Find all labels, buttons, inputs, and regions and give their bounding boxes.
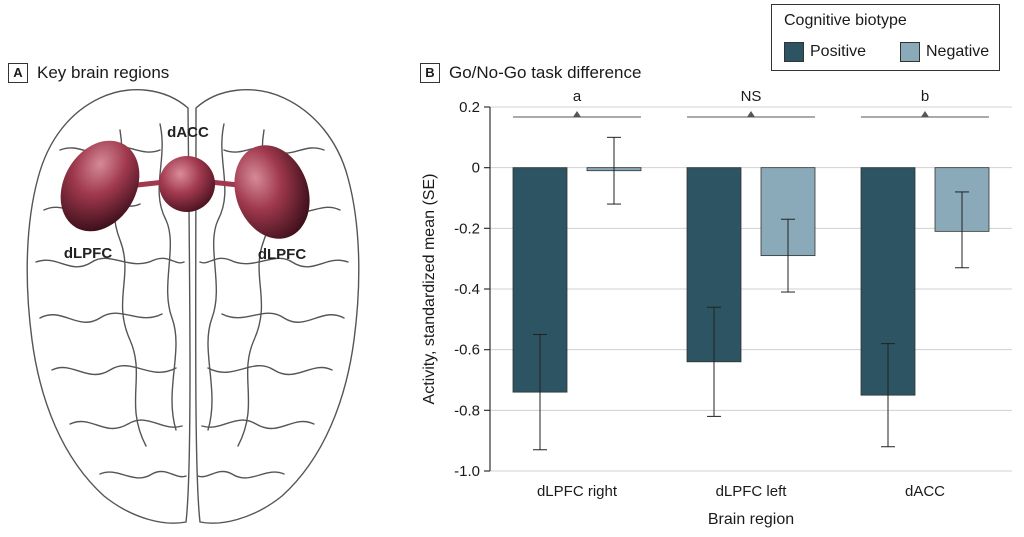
dlpfc-left-region <box>60 140 140 232</box>
legend-swatch-positive <box>784 42 804 62</box>
panel-a-title: A Key brain regions <box>8 63 169 83</box>
significance-marker <box>747 111 755 117</box>
legend-item-negative: Negative <box>900 42 989 62</box>
x-axis-ticks: dLPFC right dLPFC left dACC <box>537 483 945 500</box>
brain-illustration: dACC dLPFC dLPFC <box>26 89 360 524</box>
panel-b-letter: B <box>420 63 440 83</box>
label-dlpfc-left: dLPFC <box>64 245 112 262</box>
x-tick-label: dLPFC right <box>537 483 618 500</box>
y-tick-label: 0 <box>472 160 480 177</box>
significance-marker <box>573 111 581 117</box>
error-bars <box>533 136 969 451</box>
significance-label: NS <box>741 88 762 105</box>
y-tick-label: -0.6 <box>454 342 480 359</box>
x-tick-label: dACC <box>905 483 945 500</box>
legend-label-positive: Positive <box>810 43 867 60</box>
significance-annotations: a NS b <box>513 88 989 118</box>
panel-a-title-text: Key brain regions <box>37 63 170 82</box>
significance-label: a <box>573 88 582 105</box>
legend-label-negative: Negative <box>926 43 990 60</box>
y-tick-label: -1.0 <box>454 463 480 480</box>
grid-lines <box>490 106 1012 472</box>
dlpfc-right-region <box>234 145 310 239</box>
legend-item-positive: Positive <box>784 42 866 62</box>
y-axis-ticks: 0.2 0 -0.2 -0.4 -0.6 -0.8 -1.0 <box>454 99 490 480</box>
panel-b-title: B Go/No-Go task difference <box>420 63 641 83</box>
y-tick-label: -0.4 <box>454 281 480 298</box>
panel-a-letter: A <box>8 63 28 83</box>
panel-b-title-text: Go/No-Go task difference <box>449 63 642 82</box>
significance-marker <box>921 111 929 117</box>
bars <box>512 167 990 396</box>
legend-swatch-negative <box>900 42 920 62</box>
x-tick-label: dLPFC left <box>716 483 788 500</box>
dacc-region <box>159 156 215 212</box>
label-dacc: dACC <box>167 124 209 141</box>
y-axis-label: Activity, standardized mean (SE) <box>421 174 438 405</box>
label-dlpfc-right: dLPFC <box>258 246 306 263</box>
y-tick-label: -0.8 <box>454 402 480 419</box>
legend-title: Cognitive biotype <box>784 12 907 29</box>
y-tick-label: -0.2 <box>454 220 480 237</box>
chart-legend: Cognitive biotype Positive Negative <box>771 4 1000 71</box>
x-axis-label: Brain region <box>708 511 794 528</box>
y-tick-label: 0.2 <box>459 99 480 116</box>
significance-label: b <box>921 88 929 105</box>
